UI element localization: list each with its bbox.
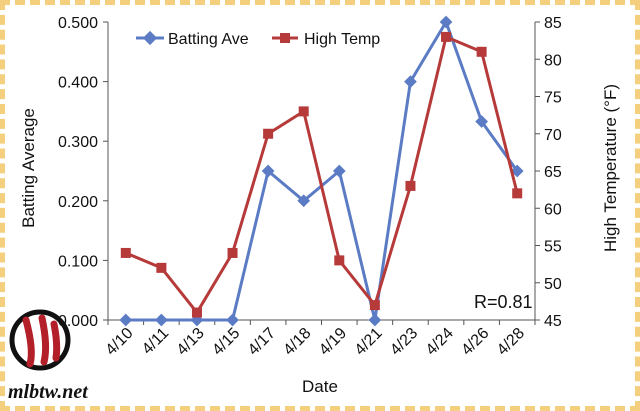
right-tick-label: 80	[544, 52, 562, 69]
legend: Batting Ave High Temp	[136, 30, 380, 48]
data-point	[368, 313, 382, 327]
right-tick-label: 75	[544, 90, 562, 107]
right-tick-label: 60	[544, 201, 562, 218]
left-tick-label: 0.500	[58, 15, 98, 32]
data-point	[227, 247, 238, 258]
data-point	[297, 194, 311, 208]
right-tick-label: 45	[544, 313, 562, 330]
x-tick-label: 4/26	[458, 325, 492, 359]
legend-marker-square	[280, 33, 290, 43]
right-tick-label: 65	[544, 164, 562, 181]
data-point	[263, 128, 274, 139]
x-tick-label: 4/19	[316, 325, 350, 359]
x-tick-label: 4/21	[352, 325, 386, 359]
left-tick-label: 0.300	[58, 134, 98, 151]
right-tick-label: 85	[544, 15, 562, 32]
data-point	[405, 180, 416, 191]
x-tick-label: 4/10	[103, 325, 137, 359]
x-tick-label: 4/28	[494, 325, 528, 359]
left-axis-title: Batting Average	[19, 108, 38, 228]
legend-item-high-temp: High Temp	[272, 31, 380, 48]
legend-label-high-temp: High Temp	[304, 31, 380, 48]
data-point	[119, 313, 133, 327]
left-tick-label: 0.400	[58, 75, 98, 92]
right-tick-label: 50	[544, 276, 562, 293]
x-tick-label: 4/24	[423, 325, 457, 359]
watermark-logo: mlbtw.net	[8, 309, 89, 403]
x-tick-label: 4/17	[245, 325, 279, 359]
x-axis-title: Date	[302, 377, 338, 396]
data-point	[476, 46, 487, 57]
x-tick-label: 4/13	[174, 325, 208, 359]
data-point	[512, 188, 523, 199]
watermark-text: mlbtw.net	[8, 381, 89, 403]
data-point	[120, 247, 131, 258]
legend-label-batting-ave: Batting Ave	[168, 31, 249, 48]
right-tick-label: 55	[544, 239, 562, 256]
data-point	[155, 313, 168, 327]
left-tick-label: 0.000	[58, 313, 98, 330]
x-tick-label: 4/18	[280, 325, 314, 359]
left-tick-labels: 0.000 0.100 0.200 0.300 0.400 0.500	[58, 15, 108, 330]
right-axis-title: High Temperature (°F)	[601, 84, 620, 252]
x-tick-label: 4/15	[209, 325, 243, 359]
data-point	[156, 262, 167, 273]
data-point	[369, 300, 380, 311]
data-point	[332, 164, 346, 178]
correlation-annotation: R=0.81	[474, 292, 533, 312]
series-layer	[119, 15, 524, 327]
legend-marker-diamond	[142, 30, 158, 46]
x-tick-label: 4/11	[139, 325, 172, 358]
series-line	[125, 35, 519, 315]
data-point	[441, 31, 452, 42]
x-tick-label: 4/23	[387, 325, 421, 359]
series-high-temp	[120, 31, 523, 318]
data-point	[261, 164, 275, 178]
x-tick-labels: 4/10 4/11 4/13 4/15 4/17 4/18 4/19 4/21 4/23 4/24…	[103, 320, 536, 359]
data-point	[404, 75, 417, 88]
data-point	[191, 307, 202, 318]
left-tick-label: 0.100	[58, 253, 98, 270]
data-point	[298, 106, 309, 117]
data-point	[439, 15, 453, 29]
data-point	[334, 255, 345, 266]
data-point	[226, 313, 239, 327]
right-tick-label: 70	[544, 127, 562, 144]
watermark-brush-strokes	[22, 314, 61, 368]
series-line	[125, 20, 519, 322]
data-point	[475, 115, 488, 128]
watermark-ring	[9, 309, 71, 371]
left-tick-label: 0.200	[58, 194, 98, 211]
legend-item-batting-ave: Batting Ave	[136, 30, 249, 48]
plot-area	[107, 22, 536, 321]
series-batting-ave	[119, 15, 524, 327]
right-tick-labels: 45 50 55 60 65 70 75 80 85	[535, 15, 562, 330]
